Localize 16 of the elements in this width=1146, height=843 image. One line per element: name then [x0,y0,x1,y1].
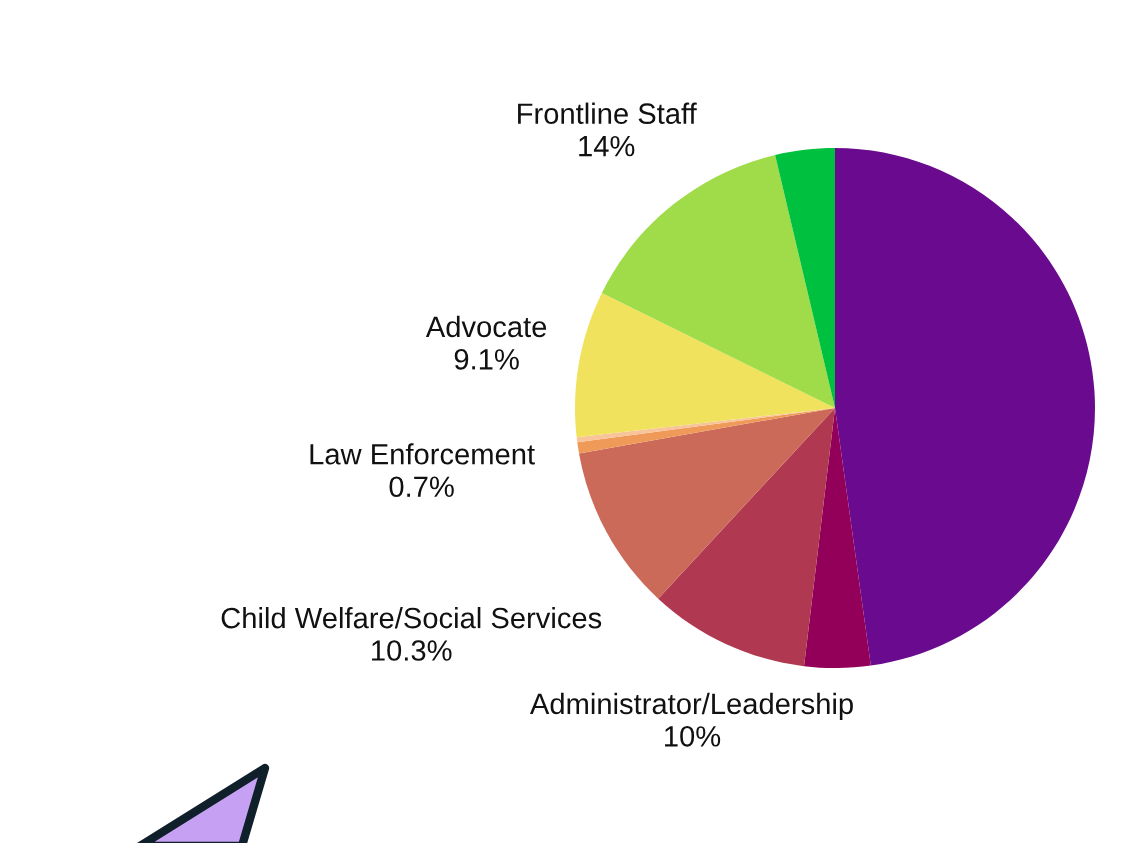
slice-label: Law Enforcement [310,443,535,465]
slice-label: Frontline Staff [518,102,697,124]
pie-slice [579,408,835,599]
pie-slice [577,408,835,454]
slice-label: Advocate [425,315,547,338]
pie-slice [835,148,1095,666]
data-label: 10% [665,726,721,747]
data-label: 9.1% [454,349,519,370]
data-label: 0.7% [389,476,454,498]
pie-slice [658,408,835,667]
pie-slice [575,292,835,438]
pie-slice [775,148,835,408]
slice-label: Child Welfare/Social Services [221,606,602,629]
data-label: 10.3% [372,640,452,661]
slice-label: Administrator/Leadership [529,692,853,720]
data-label: 14% [579,135,635,157]
